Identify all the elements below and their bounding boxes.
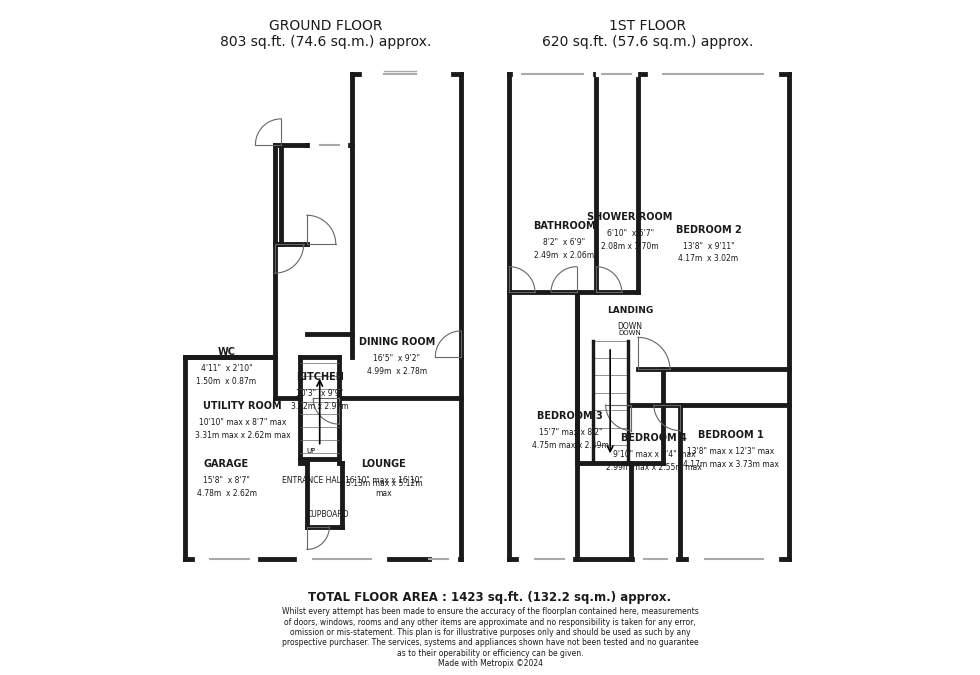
Text: GROUND FLOOR
803 sq.ft. (74.6 sq.m.) approx.: GROUND FLOOR 803 sq.ft. (74.6 sq.m.) app…	[220, 20, 432, 49]
Text: 4.75m max x 2.49m: 4.75m max x 2.49m	[532, 441, 609, 450]
Text: LANDING: LANDING	[607, 306, 654, 315]
Text: TOTAL FLOOR AREA : 1423 sq.ft. (132.2 sq.m.) approx.: TOTAL FLOOR AREA : 1423 sq.ft. (132.2 sq…	[309, 591, 671, 604]
Text: 3.31m max x 2.62m max: 3.31m max x 2.62m max	[195, 431, 290, 440]
Text: ENTRANCE HALL: ENTRANCE HALL	[281, 476, 345, 485]
Text: DINING ROOM: DINING ROOM	[359, 337, 435, 347]
Text: 4.17m max x 3.73m max: 4.17m max x 3.73m max	[683, 460, 779, 469]
Text: CUPBOARD: CUPBOARD	[307, 510, 350, 519]
Text: 13'8"  x 9'11": 13'8" x 9'11"	[683, 242, 734, 250]
Text: DOWN: DOWN	[617, 322, 643, 331]
Text: 15'7" max x 8'2": 15'7" max x 8'2"	[539, 428, 602, 437]
Text: BEDROOM 1: BEDROOM 1	[698, 430, 763, 440]
Text: BATHROOM: BATHROOM	[533, 221, 596, 232]
Text: 16'5"  x 9'2": 16'5" x 9'2"	[373, 354, 420, 363]
Text: Whilst every attempt has been made to ensure the accuracy of the floorplan conta: Whilst every attempt has been made to en…	[281, 608, 699, 668]
Text: 10'10" max x 8'7" max: 10'10" max x 8'7" max	[199, 418, 286, 427]
Text: 15'8"  x 8'7": 15'8" x 8'7"	[203, 476, 250, 485]
Text: 4.17m  x 3.02m: 4.17m x 3.02m	[678, 254, 739, 263]
Text: GARAGE: GARAGE	[204, 459, 249, 469]
Text: SHOWER ROOM: SHOWER ROOM	[587, 212, 673, 221]
Text: UTILITY ROOM: UTILITY ROOM	[203, 401, 282, 411]
Text: 2.08m x 1.70m: 2.08m x 1.70m	[602, 242, 659, 250]
Text: WC: WC	[218, 347, 235, 356]
Text: 3.12m x 2.97m: 3.12m x 2.97m	[291, 402, 349, 411]
Text: KITCHEN: KITCHEN	[296, 373, 344, 382]
Text: 4.99m  x 2.78m: 4.99m x 2.78m	[367, 367, 427, 376]
Text: 4'11"  x 2'10": 4'11" x 2'10"	[201, 364, 253, 373]
Text: 10'3"  x 9'9": 10'3" x 9'9"	[296, 389, 343, 398]
Text: 5.13m max x 5.12m
max: 5.13m max x 5.12m max	[346, 479, 422, 498]
Text: BEDROOM 3: BEDROOM 3	[537, 411, 604, 421]
Text: 2.99m max x 2.55m max: 2.99m max x 2.55m max	[606, 463, 702, 472]
Text: 1ST FLOOR
620 sq.ft. (57.6 sq.m.) approx.: 1ST FLOOR 620 sq.ft. (57.6 sq.m.) approx…	[542, 20, 753, 49]
Text: LOUNGE: LOUNGE	[362, 459, 407, 469]
Text: 9'10" max x 8'4" max: 9'10" max x 8'4" max	[612, 450, 695, 460]
Text: 16'10" max x 16'10": 16'10" max x 16'10"	[345, 476, 423, 485]
Text: 4.78m  x 2.62m: 4.78m x 2.62m	[197, 489, 257, 498]
Text: DOWN: DOWN	[618, 329, 642, 335]
Text: 1.50m  x 0.87m: 1.50m x 0.87m	[196, 377, 257, 385]
Text: UP: UP	[307, 448, 317, 454]
Text: BEDROOM 4: BEDROOM 4	[621, 433, 687, 443]
Text: 8'2"  x 6'9": 8'2" x 6'9"	[544, 238, 586, 248]
Text: 2.49m  x 2.06m: 2.49m x 2.06m	[534, 251, 595, 261]
Text: 13'8" max x 12'3" max: 13'8" max x 12'3" max	[687, 448, 774, 456]
Text: 6'10"  x 5'7": 6'10" x 5'7"	[607, 229, 654, 238]
Text: BEDROOM 2: BEDROOM 2	[675, 225, 741, 234]
